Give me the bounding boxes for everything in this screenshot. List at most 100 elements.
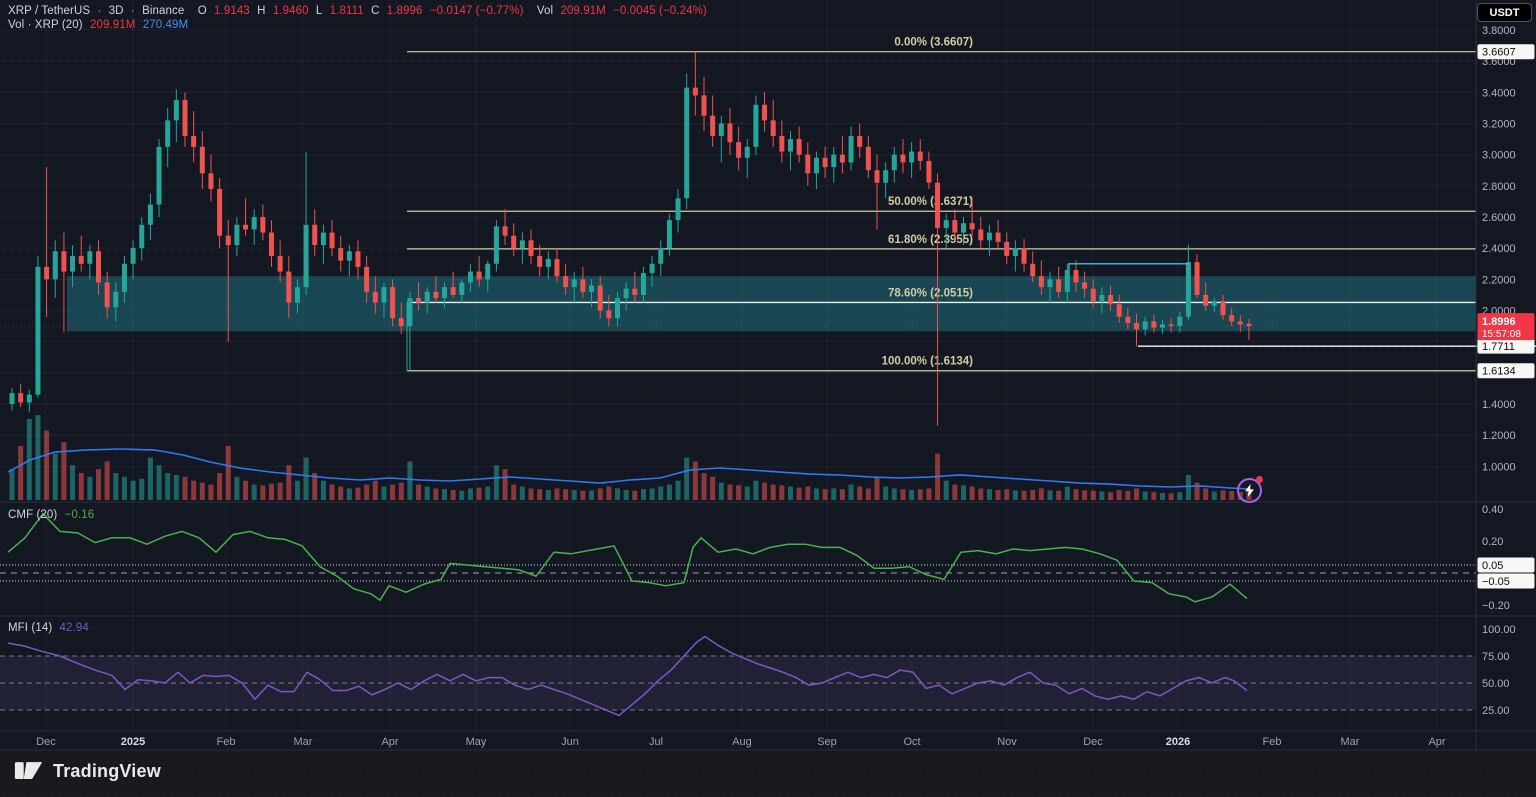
candle-body: [1021, 248, 1027, 264]
candle-body: [995, 232, 1001, 242]
mfi-axis-label: 25.00: [1482, 705, 1510, 717]
candle-body: [1038, 276, 1044, 288]
candle-body: [701, 95, 707, 116]
price-axis-label: 1.0000: [1482, 461, 1516, 473]
volume-bar: [312, 472, 318, 500]
volume-label: Vol: [536, 5, 554, 17]
volume-bar: [632, 490, 638, 500]
candle-body: [1090, 288, 1096, 302]
time-axis-label: 2025: [121, 736, 145, 748]
volume-bar: [952, 484, 958, 500]
candle-body: [935, 182, 941, 228]
volume-bar: [156, 465, 162, 500]
candle-body: [260, 216, 266, 233]
cmf-legend[interactable]: CMF (20) −0.16: [8, 509, 98, 521]
volume-value: 209.91M: [560, 5, 606, 17]
fib-label: 78.60% (2.0515): [888, 287, 973, 299]
volume-bar: [1142, 491, 1148, 500]
volume-bar: [1168, 493, 1174, 500]
volume-bar: [338, 486, 344, 500]
volume-bar: [537, 489, 543, 500]
candle-body: [926, 160, 932, 183]
volume-bar: [147, 457, 153, 500]
volume-bar: [1220, 490, 1226, 500]
candle-body: [537, 255, 543, 267]
volume-bar: [589, 490, 595, 500]
volume-bar: [104, 461, 110, 500]
candle-body: [44, 266, 50, 280]
volume-bar: [1116, 489, 1122, 500]
candle-body: [1185, 262, 1191, 317]
candle-body: [909, 151, 915, 163]
lightning-boost-icon[interactable]: [1237, 476, 1263, 503]
mfi-legend[interactable]: MFI (14) 42.94: [8, 622, 93, 634]
candle-body: [104, 282, 110, 308]
bar-countdown-label: 15:57:08: [1482, 329, 1521, 340]
volume-bar: [692, 461, 698, 500]
volume-bar: [1012, 490, 1018, 500]
volume-bar: [199, 482, 205, 500]
volume-bar: [398, 482, 404, 500]
currency-toggle-button[interactable]: USDT: [1477, 3, 1532, 22]
volume-ma-line: [7, 448, 1251, 490]
mfi-axis-label: 100.00: [1482, 624, 1516, 636]
mfi-title[interactable]: MFI (14): [8, 622, 53, 634]
candle-body: [978, 229, 984, 241]
time-axis-label: Jun: [561, 736, 579, 748]
volume-bar: [277, 482, 283, 500]
candle-body: [459, 282, 465, 295]
symbol-legend[interactable]: XRP / TetherUS · 3D · Binance O 1.9143 H…: [8, 5, 707, 17]
candle-body: [502, 226, 508, 236]
volume-bar: [372, 480, 378, 500]
volume-bar: [1159, 493, 1165, 500]
candle-body: [718, 123, 724, 136]
time-axis-label: May: [466, 736, 487, 748]
volume-bar: [839, 489, 845, 500]
volume-bar: [1134, 488, 1139, 500]
volume-bar: [701, 472, 707, 500]
cmf-axis-label: 0.40: [1482, 504, 1503, 516]
volume-bar: [753, 480, 759, 500]
time-axis-label: Dec: [36, 736, 56, 748]
fib-top-axis-label: 3.6607: [1482, 47, 1516, 59]
candle-body: [900, 154, 906, 163]
candle-body: [1134, 322, 1139, 330]
low-value: 1.8111: [329, 5, 364, 17]
candle-body: [52, 251, 58, 280]
volume-bar: [87, 476, 93, 500]
volume-bar: [917, 489, 923, 500]
candle-body: [623, 288, 629, 299]
candle-body: [762, 104, 768, 121]
boost-ring: [1237, 478, 1262, 503]
chart-canvas[interactable]: 0.00% (3.6607) 50.00% (2.6371) 61.80% (2.3…: [0, 0, 1536, 751]
volume-indicator-title[interactable]: Vol · XRP (20): [8, 19, 83, 31]
candle-body: [874, 170, 880, 183]
volume-bar: [96, 469, 101, 500]
volume-bar: [831, 488, 837, 500]
candle-body: [18, 393, 24, 403]
volume-bar: [113, 472, 119, 500]
cmf-title[interactable]: CMF (20): [8, 509, 58, 521]
candle-body: [182, 100, 188, 136]
price-axis-label: 3.8000: [1482, 25, 1516, 37]
volume-bar: [1082, 490, 1088, 500]
fib-label: 0.00% (3.6607): [894, 37, 973, 49]
interval-label[interactable]: 3D: [108, 5, 124, 17]
volume-bar: [891, 488, 897, 500]
volume-bar: [926, 488, 932, 500]
tradingview-logo[interactable]: TradingView: [14, 759, 161, 783]
candle-body: [217, 188, 223, 236]
volume-bar: [961, 485, 966, 500]
fib-label: 100.00% (1.6134): [882, 356, 974, 368]
candle-body: [813, 157, 819, 174]
candle-body: [364, 266, 370, 292]
price-axis-label: 3.4000: [1482, 87, 1516, 99]
open-value: 1.9143: [214, 5, 250, 17]
volume-indicator-legend[interactable]: Vol · XRP (20) 209.91M 270.49M: [8, 19, 192, 31]
symbol-name[interactable]: XRP / TetherUS: [8, 5, 91, 17]
close-value: 1.8996: [386, 5, 423, 17]
candle-body: [865, 146, 871, 171]
chart-dot-grid: [0, 0, 1536, 751]
candle-body: [917, 151, 923, 161]
mfi-axis-label: 50.00: [1482, 678, 1510, 690]
